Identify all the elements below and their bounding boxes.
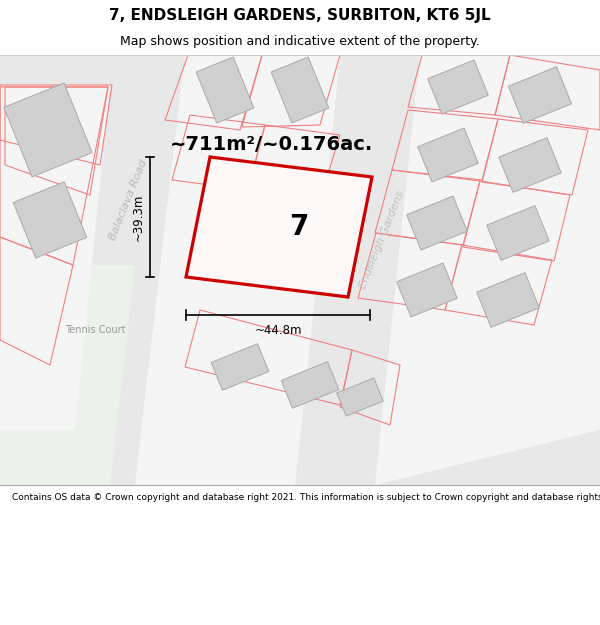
Polygon shape (0, 430, 600, 485)
Polygon shape (0, 265, 135, 485)
Text: Tennis Court: Tennis Court (65, 325, 125, 335)
Polygon shape (186, 157, 372, 297)
Polygon shape (211, 344, 269, 390)
Text: Contains OS data © Crown copyright and database right 2021. This information is : Contains OS data © Crown copyright and d… (12, 493, 600, 502)
Polygon shape (418, 128, 478, 182)
Text: Endsleigh Gardens: Endsleigh Gardens (358, 189, 406, 291)
Text: 7, ENDSLEIGH GARDENS, SURBITON, KT6 5JL: 7, ENDSLEIGH GARDENS, SURBITON, KT6 5JL (109, 8, 491, 23)
Polygon shape (477, 272, 539, 328)
Text: 7: 7 (289, 213, 308, 241)
Polygon shape (397, 263, 457, 317)
Polygon shape (375, 55, 600, 485)
Text: Map shows position and indicative extent of the property.: Map shows position and indicative extent… (120, 35, 480, 48)
Polygon shape (508, 67, 572, 123)
Polygon shape (428, 60, 488, 114)
Polygon shape (271, 57, 329, 123)
Polygon shape (196, 57, 254, 123)
Polygon shape (4, 83, 92, 177)
Polygon shape (55, 55, 185, 485)
Polygon shape (487, 206, 549, 261)
Text: ~39.3m: ~39.3m (131, 193, 145, 241)
Polygon shape (13, 182, 87, 258)
Polygon shape (0, 55, 600, 85)
Polygon shape (0, 85, 110, 430)
Polygon shape (281, 362, 339, 408)
Text: ~44.8m: ~44.8m (254, 324, 302, 338)
Polygon shape (499, 138, 561, 192)
Text: ~711m²/~0.176ac.: ~711m²/~0.176ac. (170, 136, 373, 154)
Polygon shape (407, 196, 467, 250)
Polygon shape (135, 55, 340, 485)
Text: Balaclava Road: Balaclava Road (107, 158, 149, 242)
Polygon shape (295, 55, 420, 485)
Polygon shape (337, 378, 383, 416)
